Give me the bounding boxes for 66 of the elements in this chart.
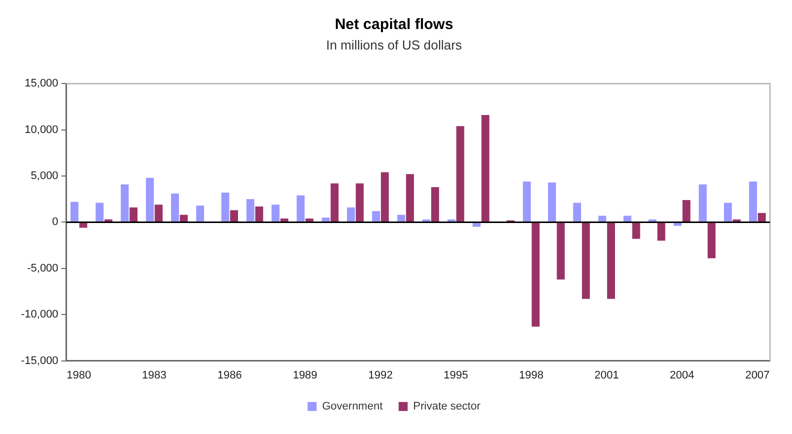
bar [280, 218, 288, 222]
bar [372, 211, 380, 222]
bar [556, 222, 565, 280]
bar [607, 222, 615, 299]
bar [96, 202, 104, 222]
bar [522, 182, 531, 222]
bar [196, 206, 204, 222]
bar [221, 192, 230, 222]
y-tick-label: 15,000 [24, 78, 58, 90]
bar [120, 184, 129, 222]
bar [180, 214, 188, 222]
x-tick-label: 1983 [142, 369, 167, 382]
legend-label: Private sector [413, 400, 481, 413]
bar [296, 195, 305, 222]
bar [456, 126, 464, 222]
x-tick-label: 2004 [670, 369, 694, 382]
bar [246, 199, 254, 222]
bar [272, 204, 280, 222]
bar [657, 222, 666, 241]
bar [481, 115, 490, 222]
y-tick-label: -15,000 [20, 354, 58, 367]
bar [623, 216, 632, 222]
bar [146, 178, 154, 222]
bar [682, 200, 690, 222]
chart-subtitle: In millions of US dollars [326, 37, 462, 52]
x-tick-label: 1995 [444, 369, 468, 382]
bar [230, 210, 238, 222]
bar [548, 182, 556, 222]
bar [322, 218, 330, 222]
chart-title: Net capital flows [334, 16, 454, 34]
bar [406, 174, 414, 222]
bar [708, 222, 716, 258]
bar [582, 222, 590, 299]
bar [346, 207, 355, 222]
bar [306, 218, 314, 222]
bar [532, 222, 540, 327]
bar [724, 202, 732, 222]
bar [749, 182, 757, 222]
bar [698, 184, 707, 222]
bar [171, 194, 179, 222]
y-tick-label: 10,000 [24, 124, 58, 136]
bar [573, 202, 582, 222]
bar [758, 212, 766, 222]
bar [356, 183, 364, 222]
bar [130, 207, 138, 222]
bar [255, 206, 264, 222]
legend-label: Government [322, 400, 383, 413]
bar [154, 204, 163, 222]
y-tick-label: -10,000 [20, 308, 58, 321]
bar [70, 202, 78, 222]
x-tick-label: 2001 [594, 369, 619, 382]
x-tick-label: 1992 [368, 369, 393, 382]
x-tick-label: 1986 [217, 369, 242, 382]
bar [380, 172, 389, 222]
y-tick-label: 5,000 [30, 170, 58, 182]
x-tick-label: 1980 [66, 369, 92, 382]
bar [598, 216, 606, 222]
bar [632, 222, 640, 239]
y-tick-label: 0 [52, 216, 58, 228]
y-tick-label: -5,000 [27, 262, 58, 274]
bar [397, 214, 406, 222]
x-tick-label: 2007 [745, 369, 770, 382]
bar [330, 183, 339, 222]
x-tick-label: 1989 [292, 369, 318, 382]
x-tick-label: 1998 [519, 369, 544, 382]
bar [431, 187, 440, 222]
